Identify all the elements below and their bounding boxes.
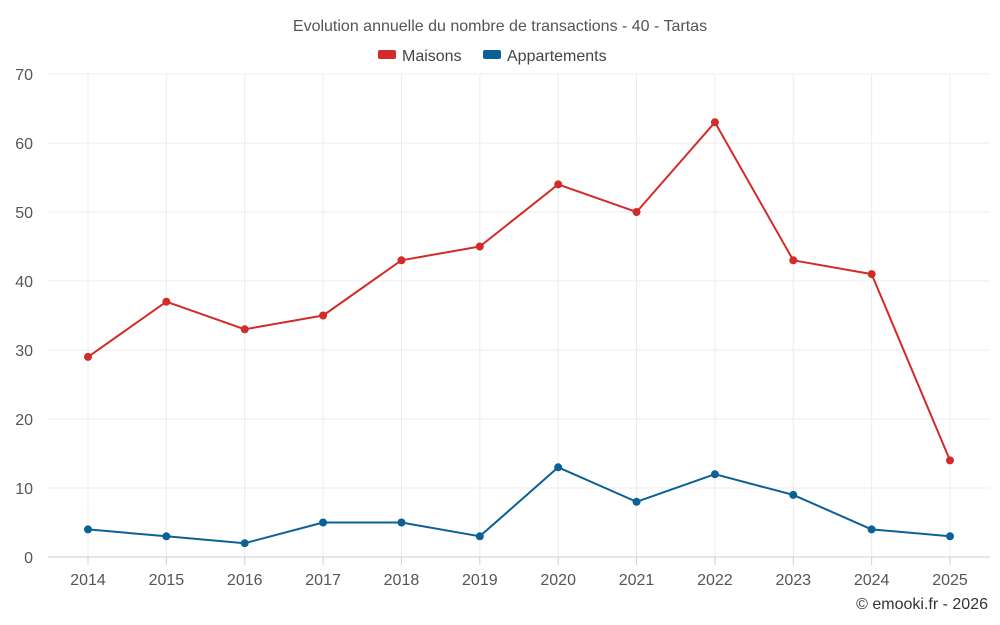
- y-axis-tick-labels: 0 10 20 30 40 50 60 70: [15, 67, 33, 567]
- credit-text: © emooki.fr - 2026: [856, 596, 988, 613]
- data-point-appartements[interactable]: [710, 470, 719, 479]
- x-tick-label: 2025: [932, 572, 968, 589]
- data-point-appartements[interactable]: [319, 518, 328, 527]
- x-tick-label: 2023: [775, 572, 811, 589]
- data-point-appartements[interactable]: [475, 532, 484, 541]
- y-tick-label: 40: [15, 274, 33, 291]
- x-axis-tick-labels: 2014 2015 2016 2017 2018 2019 2020 2021 2022 2023…: [70, 572, 968, 589]
- data-point-maisons[interactable]: [632, 208, 641, 216]
- data-point-appartements[interactable]: [632, 497, 641, 506]
- data-point-appartements[interactable]: [162, 532, 171, 541]
- x-tick-label: 2024: [854, 572, 890, 589]
- y-tick-label: 20: [15, 412, 33, 429]
- y-tick-label: 10: [15, 481, 33, 498]
- data-point-maisons[interactable]: [867, 270, 876, 279]
- y-tick-label: 70: [15, 67, 33, 84]
- data-point-maisons[interactable]: [240, 325, 249, 334]
- data-point-appartements[interactable]: [789, 490, 798, 499]
- x-tick-label: 2015: [149, 572, 185, 589]
- series-layer: [84, 118, 954, 548]
- data-point-appartements[interactable]: [867, 525, 876, 534]
- x-tick-label: 2021: [619, 572, 655, 589]
- series-line-appartements: [87, 466, 951, 545]
- x-tick-label: 2017: [305, 572, 341, 589]
- data-point-maisons[interactable]: [84, 352, 92, 361]
- chart-title: Evolution annuelle du nombre de transact…: [293, 18, 707, 35]
- data-point-appartements[interactable]: [84, 525, 92, 534]
- x-tick-label: 2018: [384, 572, 420, 589]
- legend-label-maisons: Maisons: [402, 48, 462, 65]
- data-point-maisons[interactable]: [789, 256, 798, 265]
- x-tick-label: 2022: [697, 572, 733, 589]
- x-tick-label: 2014: [70, 572, 106, 589]
- data-point-appartements[interactable]: [397, 518, 406, 527]
- data-point-maisons[interactable]: [475, 242, 484, 251]
- legend-swatch-appartements: [483, 50, 501, 59]
- legend-swatch-maisons: [378, 50, 396, 59]
- data-point-maisons[interactable]: [946, 456, 954, 465]
- data-point-maisons[interactable]: [162, 297, 171, 306]
- series-line-maisons: [87, 121, 951, 461]
- y-tick-label: 50: [15, 205, 33, 222]
- y-tick-label: 30: [15, 343, 33, 360]
- legend-item-maisons[interactable]: Maisons: [378, 48, 462, 65]
- data-point-maisons[interactable]: [710, 118, 719, 127]
- x-tick-label: 2019: [462, 572, 498, 589]
- x-tick-label: 2016: [227, 572, 263, 589]
- data-point-maisons[interactable]: [319, 311, 328, 320]
- legend: Maisons Appartements: [378, 48, 607, 65]
- y-gridlines: [48, 73, 990, 489]
- legend-label-appartements: Appartements: [507, 48, 607, 65]
- legend-item-appartements[interactable]: Appartements: [483, 48, 607, 65]
- data-point-maisons[interactable]: [397, 256, 406, 265]
- y-tick-label: 0: [24, 550, 33, 567]
- data-point-appartements[interactable]: [946, 532, 954, 541]
- data-point-appartements[interactable]: [554, 463, 563, 472]
- data-point-appartements[interactable]: [240, 539, 249, 548]
- y-tick-label: 60: [15, 136, 33, 153]
- x-tick-label: 2020: [540, 572, 576, 589]
- data-point-maisons[interactable]: [554, 180, 563, 189]
